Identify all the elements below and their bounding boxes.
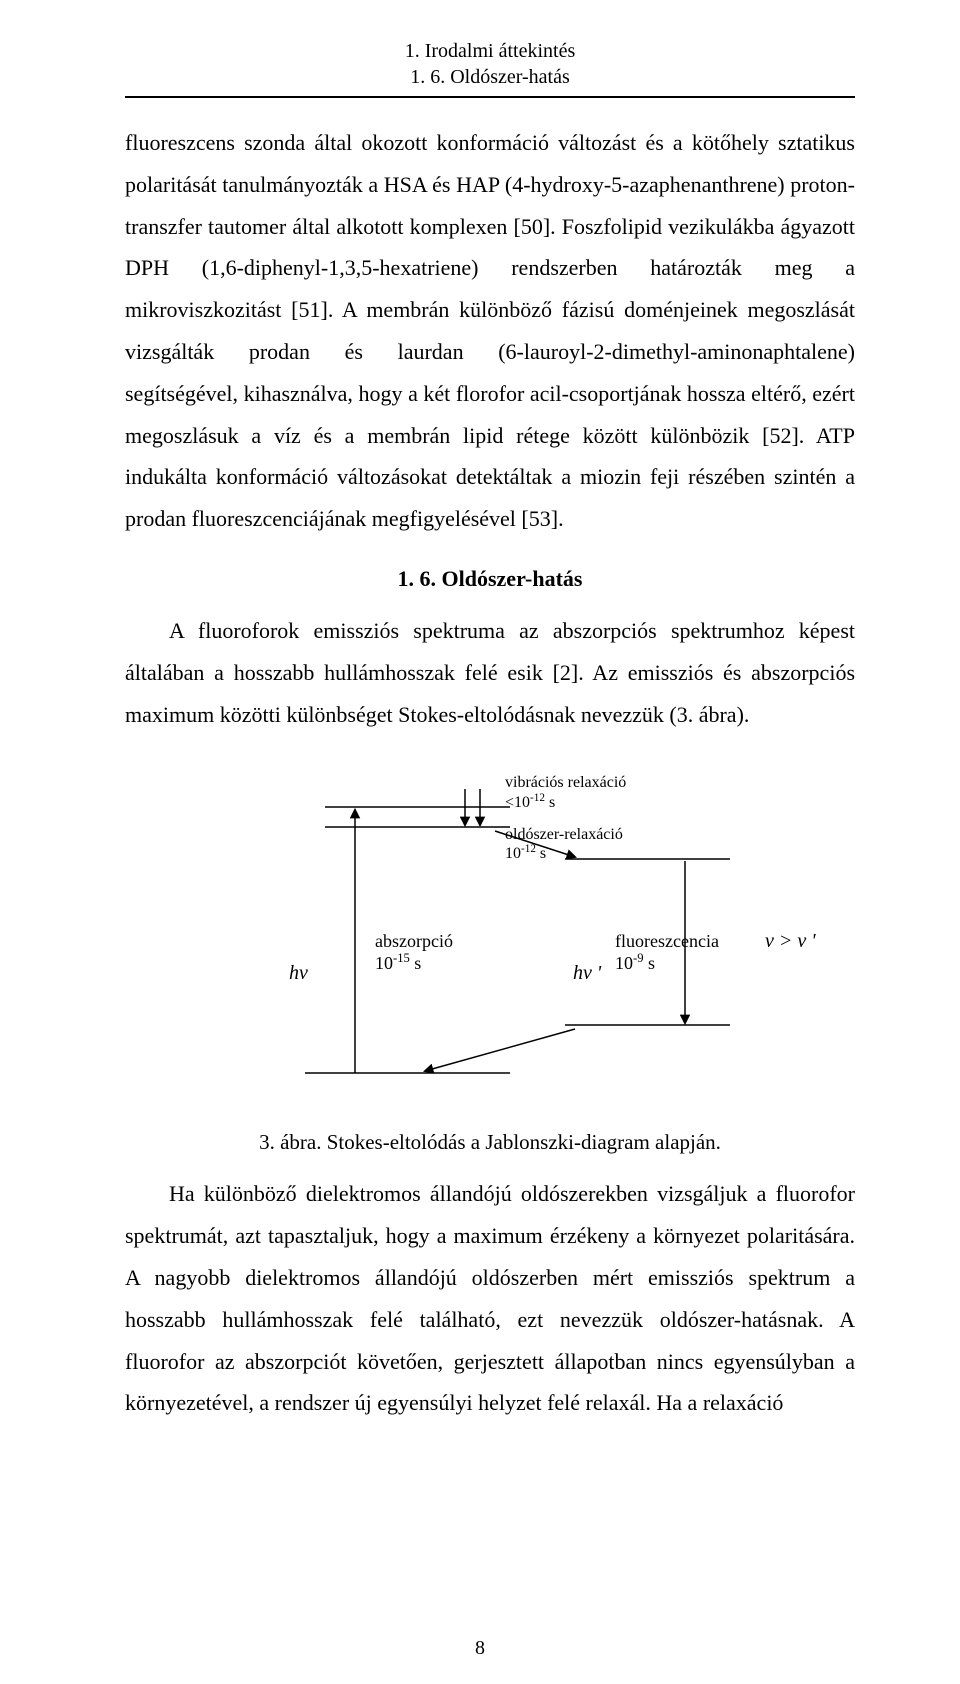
running-header: 1. Irodalmi áttekintés 1. 6. Oldószer-ha…	[125, 38, 855, 90]
page: 1. Irodalmi áttekintés 1. 6. Oldószer-ha…	[0, 0, 960, 1684]
header-rule	[125, 96, 855, 98]
svg-text:ν > ν ': ν > ν '	[765, 930, 816, 952]
jablonski-figure: vibrációs relaxáció<10-12 s oldószer-rela…	[285, 757, 845, 1112]
svg-text:10-9 s: 10-9 s	[615, 951, 655, 973]
svg-text:fluoreszcencia: fluoreszcencia	[615, 931, 719, 951]
svg-text:<10-12 s: <10-12 s	[505, 792, 555, 811]
page-number: 8	[0, 1637, 960, 1660]
section-heading: 1. 6. Oldószer-hatás	[125, 566, 855, 592]
svg-text:oldószer-relaxáció: oldószer-relaxáció	[505, 826, 623, 843]
jablonski-svg: vibrációs relaxáció<10-12 s oldószer-rela…	[285, 757, 845, 1107]
svg-text:abszorpció: abszorpció	[375, 931, 453, 951]
header-line-1: 1. Irodalmi áttekintés	[125, 38, 855, 64]
header-line-2: 1. 6. Oldószer-hatás	[125, 64, 855, 90]
svg-text:10-15 s: 10-15 s	[375, 951, 421, 973]
svg-text:hν: hν	[289, 962, 308, 984]
figure-caption: 3. ábra. Stokes-eltolódás a Jablonszki-d…	[125, 1130, 855, 1155]
svg-text:10-12 s: 10-12 s	[505, 843, 546, 862]
paragraph-2: A fluoroforok emissziós spektruma az abs…	[125, 610, 855, 735]
paragraph-1: fluoreszcens szonda által okozott konfor…	[125, 122, 855, 540]
paragraph-3: Ha különböző dielektromos állandójú oldó…	[125, 1173, 855, 1424]
svg-text:vibrációs relaxáció: vibrációs relaxáció	[505, 774, 626, 791]
svg-text:hν ': hν '	[573, 962, 602, 984]
